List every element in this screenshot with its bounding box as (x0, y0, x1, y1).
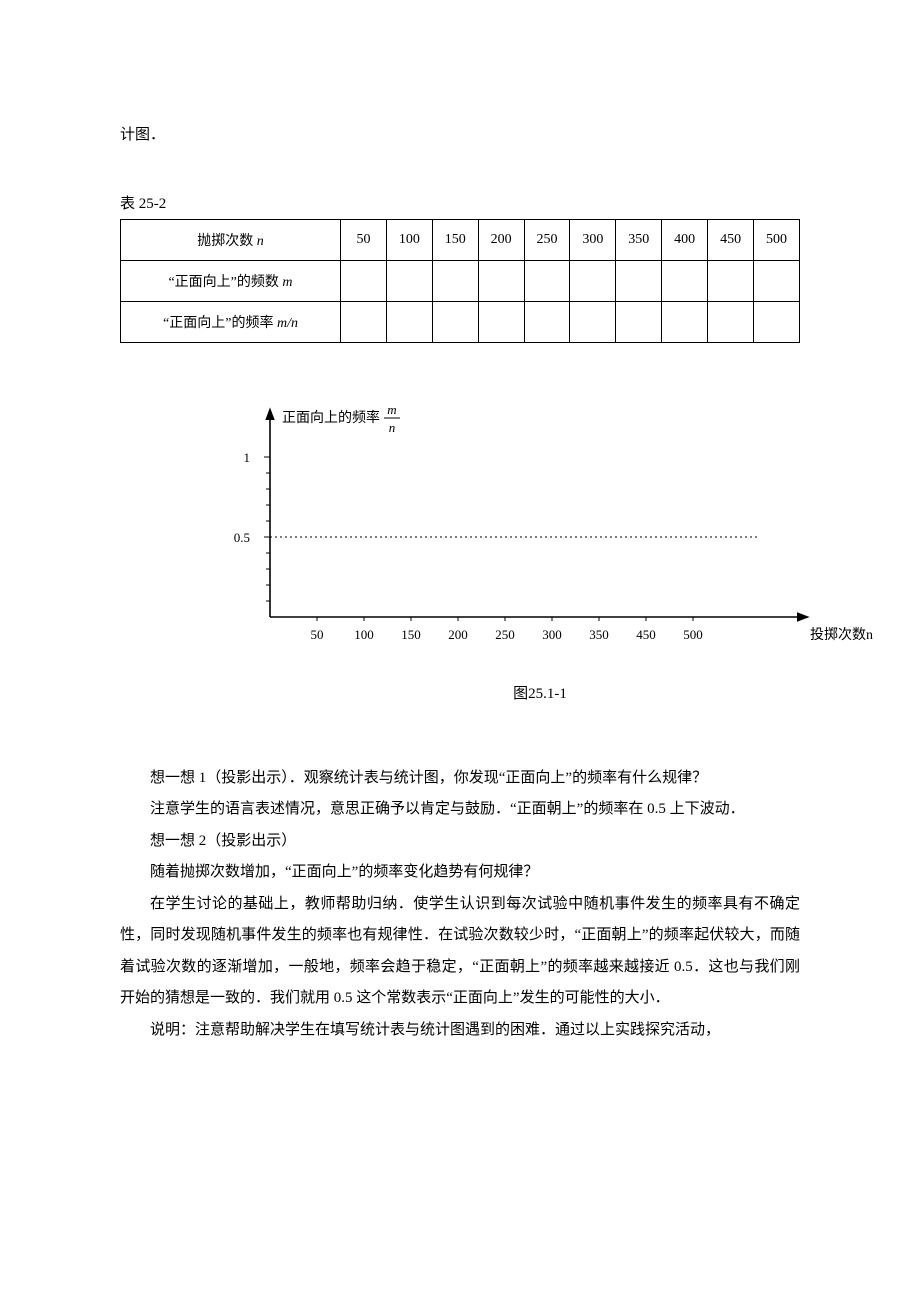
table-cell: 500 (754, 219, 800, 260)
x-tick: 200 (448, 627, 468, 642)
paragraph: 说明：注意帮助解决学生在填写统计表与统计图遇到的困难．通过以上实践探究活动， (120, 1015, 800, 1047)
x-tick: 50 (311, 627, 324, 642)
table-cell: 400 (662, 219, 708, 260)
row-label-m: “正面向上”的频数 m (121, 260, 341, 301)
opening-fragment: 计图． (120, 120, 800, 152)
table-caption: 表 25-2 (120, 192, 800, 213)
paragraph: 在学生讨论的基础上，教师帮助归纳．使学生认识到每次试验中随机事件发生的频率具有不… (120, 889, 800, 1015)
table-cell (341, 260, 387, 301)
y-axis-frac-top: m (387, 402, 396, 417)
y-tick-0p5: 0.5 (234, 530, 250, 545)
table-cell: 150 (432, 219, 478, 260)
table-cell (754, 301, 800, 342)
table-cell: 300 (570, 219, 616, 260)
table-cell (341, 301, 387, 342)
row-label-n: 抛掷次数 n (121, 219, 341, 260)
data-table: 抛掷次数 n 50 100 150 200 250 300 350 400 45… (120, 219, 800, 343)
table-cell (616, 260, 662, 301)
x-tick: 250 (495, 627, 515, 642)
table-cell (432, 260, 478, 301)
table-cell: 450 (708, 219, 754, 260)
chart-caption: 图25.1-1 (190, 682, 890, 703)
table-cell (708, 301, 754, 342)
y-tick-1: 1 (244, 450, 251, 465)
table-cell: 250 (524, 219, 570, 260)
table-cell (570, 260, 616, 301)
table-cell (570, 301, 616, 342)
table-cell (386, 260, 432, 301)
y-axis-frac-bot: n (389, 420, 396, 435)
table-row: “正面向上”的频数 m (121, 260, 800, 301)
document-page: 计图． 表 25-2 抛掷次数 n 50 100 150 200 250 300… (0, 0, 920, 1302)
table-cell (708, 260, 754, 301)
table-cell (662, 260, 708, 301)
table-cell: 50 (341, 219, 387, 260)
table-cell (478, 301, 524, 342)
table-cell (754, 260, 800, 301)
table-cell: 350 (616, 219, 662, 260)
x-tick: 150 (401, 627, 421, 642)
row-label-mn: “正面向上”的频率 m/n (121, 301, 341, 342)
paragraph: 想一想 1（投影出示）．观察统计表与统计图，你发现“正面向上”的频率有什么规律？ (120, 763, 800, 795)
table-cell (478, 260, 524, 301)
x-tick: 300 (542, 627, 562, 642)
x-axis-label: 投掷次数n (810, 627, 873, 643)
table-cell (662, 301, 708, 342)
table-row: “正面向上”的频率 m/n (121, 301, 800, 342)
table-cell: 200 (478, 219, 524, 260)
body-text: 想一想 1（投影出示）．观察统计表与统计图，你发现“正面向上”的频率有什么规律？… (120, 763, 800, 1047)
x-tick: 450 (636, 627, 656, 642)
y-axis-label-text: 正面向上的频率 (282, 409, 380, 426)
frequency-chart: 0.5 1 50 100 150 200 250 300 350 (190, 367, 890, 703)
table-cell: 100 (386, 219, 432, 260)
x-tick: 350 (589, 627, 609, 642)
table-cell (432, 301, 478, 342)
x-tick: 100 (354, 627, 374, 642)
table-cell (524, 260, 570, 301)
table-row: 抛掷次数 n 50 100 150 200 250 300 350 400 45… (121, 219, 800, 260)
table-cell (386, 301, 432, 342)
paragraph: 注意学生的语言表述情况，意思正确予以肯定与鼓励．“正面朝上”的频率在 0.5 上… (120, 794, 800, 826)
table-cell (524, 301, 570, 342)
paragraph: 想一想 2（投影出示） (120, 826, 800, 858)
chart-svg: 0.5 1 50 100 150 200 250 300 350 (190, 367, 890, 667)
x-tick: 500 (683, 627, 703, 642)
paragraph: 随着抛掷次数增加，“正面向上”的频率变化趋势有何规律？ (120, 857, 800, 889)
table-cell (616, 301, 662, 342)
